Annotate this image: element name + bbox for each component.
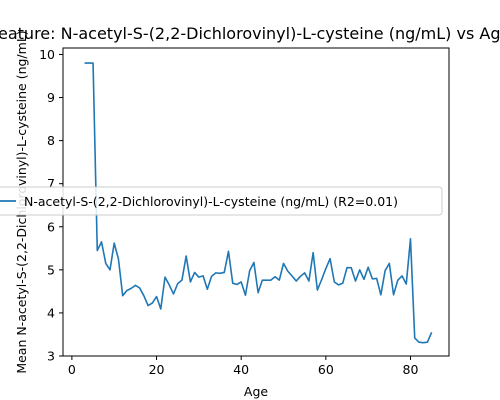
series-line xyxy=(84,62,433,344)
y-tick-label: 4 xyxy=(47,305,55,320)
series-layer xyxy=(84,62,433,344)
legend-box xyxy=(0,186,443,216)
x-axis-label: Age xyxy=(244,384,268,399)
chart-title: Feature: N-acetyl-S-(2,2-Dichlorovinyl)-… xyxy=(0,24,500,43)
x-tick-label: 40 xyxy=(233,362,249,377)
y-tick-label: 9 xyxy=(47,90,55,105)
y-tick-label: 3 xyxy=(47,349,55,364)
legend: N-acetyl-S-(2,2-Dichlorovinyl)-L-cystein… xyxy=(0,186,443,216)
x-tick-label: 80 xyxy=(403,362,419,377)
y-tick-label: 7 xyxy=(47,176,55,191)
legend-label: N-acetyl-S-(2,2-Dichlorovinyl)-L-cystein… xyxy=(24,194,398,209)
y-tick-label: 10 xyxy=(39,47,55,62)
y-tick-label: 6 xyxy=(47,219,55,234)
y-tick-label: 5 xyxy=(47,262,55,277)
y-tick-label: 8 xyxy=(47,133,55,148)
y-axis-ticks: 3 4 5 6 7 8 9 10 xyxy=(39,47,63,364)
x-tick-label: 20 xyxy=(149,362,165,377)
x-axis-ticks: 0 20 40 60 80 xyxy=(68,356,419,377)
x-tick-label: 0 xyxy=(68,362,76,377)
x-tick-label: 60 xyxy=(318,362,334,377)
